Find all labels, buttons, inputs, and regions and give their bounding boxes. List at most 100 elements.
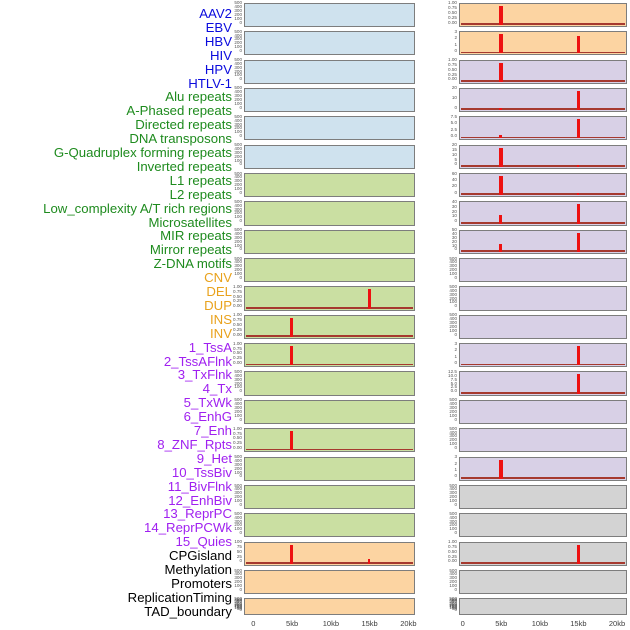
- y-axis-tick-label: 100: [449, 299, 457, 305]
- y-axis-tick-label: 400: [234, 458, 242, 463]
- track-panel: [459, 484, 627, 510]
- signal-baseline: [461, 23, 625, 25]
- y-axis-tick-label: 200: [449, 522, 457, 528]
- signal-spike: [367, 559, 371, 564]
- signal-baseline: [246, 363, 413, 366]
- y-axis-tick-label: 400: [234, 401, 242, 407]
- y-axis-tick-label: 300: [234, 600, 242, 606]
- track-panel: [459, 59, 627, 84]
- signal-baseline: [461, 136, 625, 139]
- signal-spike: [576, 164, 580, 167]
- y-axis-tick-label: 0: [239, 104, 242, 110]
- y-axis-tick-label: 400: [449, 429, 457, 435]
- y-axis-tick-label: 300: [234, 206, 242, 212]
- y-axis-tick-label: 400: [234, 117, 242, 123]
- track-panel: [459, 172, 627, 198]
- y-axis-tick-label: 40: [451, 231, 457, 237]
- track-label: 1_TssA: [188, 339, 232, 355]
- y-axis-tick-label: 0: [239, 473, 242, 479]
- y-axis-tick-label: 0: [454, 189, 457, 195]
- y-axis-tick-label: 0: [454, 607, 457, 613]
- signal-spike: [367, 289, 371, 309]
- y-axis-tick-label: 500: [234, 0, 242, 6]
- y-axis-tick-label: 300: [234, 121, 242, 127]
- signal-spike: [576, 90, 580, 111]
- y-axis-tick-label: 200: [449, 602, 457, 608]
- y-axis-tick-label: 0.50: [233, 321, 242, 327]
- y-axis-tick-label: 500: [234, 510, 242, 516]
- y-axis-tick-label: 500: [234, 142, 242, 148]
- y-axis-tick-label: 500: [449, 567, 457, 573]
- y-axis-tick-label: 40: [451, 176, 457, 182]
- signal-baseline: [461, 391, 625, 394]
- y-axis-tick-label: 0: [239, 189, 242, 195]
- track-panel: [244, 144, 415, 169]
- signal-spike: [576, 119, 580, 139]
- y-axis-tick-label: 2.5: [450, 126, 457, 132]
- track-panel: [244, 541, 415, 566]
- y-axis-tick-label: 1.00: [233, 312, 242, 318]
- signal-baseline: [246, 562, 413, 564]
- y-axis-tick-label: 300: [234, 490, 242, 496]
- y-axis-tick-label: 0.50: [233, 435, 242, 441]
- track-label: Alu repeats: [165, 89, 232, 105]
- signal-spike: [576, 193, 580, 196]
- y-axis-tick-label: 1.00: [448, 57, 457, 63]
- y-axis-tick-label: 7.5: [450, 113, 457, 119]
- y-axis-tick-label: 250: [234, 601, 242, 607]
- y-axis-tick-label: 0: [239, 246, 242, 252]
- x-axis-tick-label: 5kb: [286, 618, 299, 628]
- signal-spike: [576, 346, 580, 366]
- y-axis-tick-label: 0: [454, 586, 457, 592]
- y-axis-tick-label: 200: [234, 602, 242, 608]
- y-axis-tick-label: 400: [449, 316, 457, 322]
- y-axis-tick-label: 20: [451, 85, 457, 91]
- y-axis-tick-label: 7.5: [450, 376, 457, 382]
- track-label: 2_TssAFlnk: [163, 353, 232, 369]
- track-panel: [244, 513, 415, 538]
- y-axis-tick-label: 400: [234, 32, 242, 38]
- y-axis-tick-label: 0: [239, 76, 242, 82]
- signal-spike: [576, 204, 580, 224]
- y-axis-tick-label: 50: [451, 227, 457, 233]
- y-axis-tick-label: 300: [449, 291, 457, 297]
- track-label: 10_TssBiv: [171, 464, 232, 480]
- y-axis-tick-label: 0: [454, 161, 457, 167]
- y-axis-tick-label: 0.0: [450, 133, 457, 139]
- signal-baseline: [246, 335, 413, 337]
- y-axis-tick-label: 0: [239, 274, 242, 280]
- y-axis-tick-label: 0.50: [448, 66, 457, 72]
- signal-spike: [290, 346, 294, 366]
- x-axis-tick-label: 15kb: [361, 618, 378, 628]
- y-axis-tick-label: 0: [454, 274, 457, 280]
- y-axis-tick-label: 0.25: [448, 71, 457, 77]
- track-label: TAD_boundary: [144, 603, 232, 619]
- y-axis-tick-label: 2: [454, 35, 457, 41]
- y-axis-tick-label: 100: [449, 582, 457, 588]
- y-axis-tick-label: 400: [449, 598, 457, 604]
- y-axis-tick-label: 200: [449, 323, 457, 329]
- y-axis-tick-label: 500: [234, 595, 242, 601]
- y-axis-tick-label: 200: [234, 522, 242, 528]
- track-label: CNV: [204, 270, 232, 286]
- y-axis-tick-label: 100: [449, 327, 457, 333]
- track-panel: [459, 144, 627, 169]
- y-axis-tick-label: 100: [234, 469, 242, 475]
- y-axis-tick-label: 200: [234, 465, 242, 471]
- y-axis-tick-label: 0: [239, 388, 242, 394]
- y-axis-tick-label: 400: [234, 486, 242, 492]
- y-axis-tick-label: 0.25: [448, 14, 457, 20]
- y-axis-tick-label: 0: [454, 104, 457, 110]
- y-axis-tick-label: 300: [234, 575, 242, 581]
- track-panel: [459, 399, 627, 425]
- track-label: HBV: [204, 33, 232, 49]
- y-axis-tick-label: 500: [234, 482, 242, 488]
- y-axis-tick-label: 500: [449, 284, 457, 289]
- y-axis-tick-label: 0: [239, 501, 242, 507]
- y-axis-tick-label: 500: [449, 510, 457, 516]
- y-axis-tick-label: 0: [239, 530, 242, 536]
- track-label: 11_BivFlnk: [167, 478, 232, 494]
- track-panel: [244, 258, 415, 283]
- y-axis-tick-label: 20: [451, 238, 457, 244]
